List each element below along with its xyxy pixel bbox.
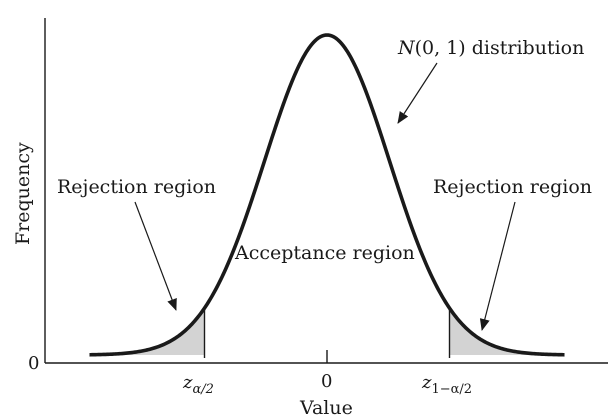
upper-critical-symbol: z xyxy=(421,372,432,393)
x-axis-title: Value xyxy=(299,397,353,419)
left-rejection-label: Rejection region xyxy=(57,176,216,198)
normal-curve xyxy=(88,33,566,357)
curve-label-rest: distribution xyxy=(466,37,585,59)
y-zero-label: 0 xyxy=(28,353,39,374)
upper-critical-subscript: 1−α/2 xyxy=(431,382,472,397)
y-axis-title: Frequency xyxy=(12,142,34,245)
x-tick-upper-critical: z1−α/2 xyxy=(421,372,472,397)
lower-critical-symbol: z xyxy=(182,372,193,393)
left-rejection-arrow xyxy=(134,201,177,311)
curve-label-symbol: N xyxy=(397,37,416,59)
right-rejection-arrow xyxy=(479,201,516,331)
x-tick-center-label: 0 xyxy=(321,371,332,392)
curve-label-args: (0, 1) xyxy=(415,37,466,59)
curve-label: N(0, 1) distribution xyxy=(397,37,584,59)
right-rejection-label: Rejection region xyxy=(433,176,592,198)
left-rejection-tail xyxy=(89,308,205,355)
curve-label-arrow xyxy=(397,62,438,124)
x-tick-lower-critical: zα/2 xyxy=(182,372,214,397)
acceptance-label: Acceptance region xyxy=(234,242,415,264)
right-rejection-tail xyxy=(449,308,565,355)
lower-critical-subscript: α/2 xyxy=(192,382,213,397)
